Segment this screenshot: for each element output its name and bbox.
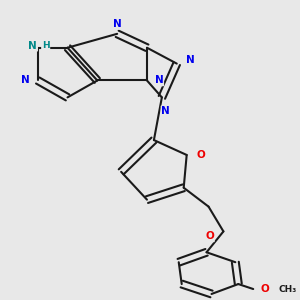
Text: N: N — [113, 19, 122, 29]
Text: N: N — [28, 41, 37, 51]
Text: N: N — [186, 55, 195, 64]
Text: O: O — [196, 150, 205, 160]
Text: N: N — [161, 106, 170, 116]
Text: H: H — [42, 41, 50, 50]
Text: N: N — [21, 76, 30, 85]
Text: O: O — [261, 284, 269, 294]
Text: CH₃: CH₃ — [278, 284, 296, 293]
Text: N: N — [154, 76, 163, 85]
Text: O: O — [205, 231, 214, 242]
